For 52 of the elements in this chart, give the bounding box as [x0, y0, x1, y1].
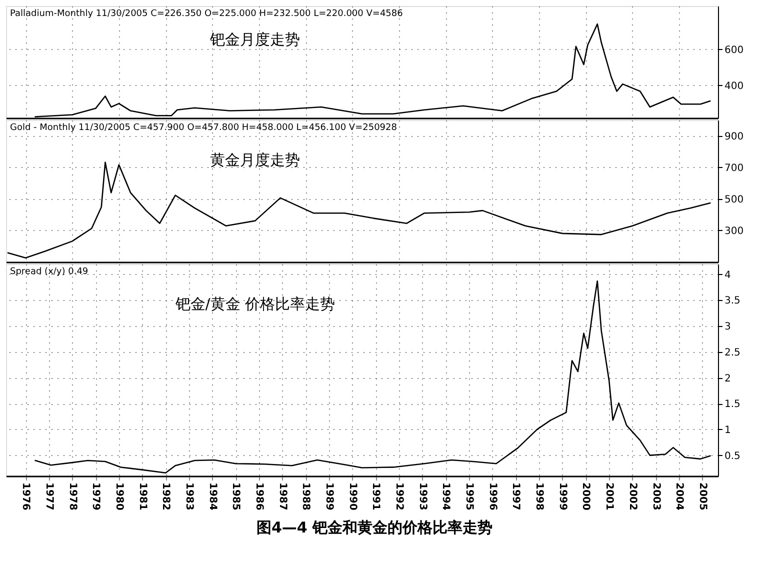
x-tick-label: 1996 — [486, 482, 498, 510]
x-tick-label: 1995 — [464, 482, 475, 510]
x-tick-label: 1989 — [324, 482, 335, 510]
x-tick-label: 1994 — [440, 482, 452, 510]
x-tick-label: 2001 — [604, 482, 615, 510]
y-tick-label: 1.5 — [724, 399, 740, 410]
text: 钯金月度走势 — [209, 30, 300, 49]
x-tick-label: 2005 — [696, 482, 708, 510]
x-tick-label: 1987 — [276, 482, 288, 510]
x-tick-label: 1990 — [346, 482, 358, 510]
x-tick-label: 2003 — [650, 482, 662, 510]
x-tick-label: 1998 — [534, 482, 545, 510]
y-tick-label: 300 — [724, 226, 744, 237]
x-tick-label: 1977 — [43, 482, 54, 510]
x-tick-label: 1992 — [394, 482, 404, 510]
x-tick-label: 2004 — [674, 482, 685, 510]
x-tick-label: 1983 — [183, 482, 194, 510]
x-tick-label: 1986 — [253, 482, 264, 510]
x-tick-label: 1991 — [370, 482, 382, 510]
y-tick-label: 0.5 — [724, 450, 740, 462]
text: 黄金月度走势 — [210, 151, 300, 169]
y-tick-label: 4 — [724, 270, 731, 281]
x-tick-label: 1997 — [510, 482, 522, 510]
annotation: Spread (x/y) 0.49 — [10, 267, 88, 277]
x-tick-label: 1985 — [230, 482, 242, 510]
y-tick-label: 500 — [724, 194, 744, 206]
x-tick-label: 1993 — [416, 482, 428, 510]
y-tick-label: 3.5 — [724, 296, 740, 307]
y-tick-label: 900 — [724, 131, 744, 142]
y-tick-label: 2 — [724, 373, 731, 384]
x-tick-label: 1984 — [206, 482, 218, 510]
y-tick-label: 3 — [724, 322, 731, 333]
x-tick-label: 1981 — [136, 482, 148, 510]
x-tick-label: 1979 — [90, 482, 102, 510]
x-tick-label: 1976 — [20, 482, 32, 510]
x-tick-label: 1982 — [160, 482, 172, 510]
y-tick-label: 600 — [724, 44, 744, 56]
x-tick-label: 1978 — [66, 482, 78, 510]
annotation: Palladium-Monthly 11/30/2005 C=226.350 O=225.000 H=232.500 L=220.000 V=4586 — [10, 9, 404, 19]
y-tick-label: 2.5 — [724, 347, 740, 358]
x-tick-label: 1999 — [556, 482, 568, 510]
x-tick-label: 1988 — [300, 482, 312, 510]
x-tick-label: 1980 — [113, 482, 124, 510]
caption: 图4—4 钯金和黄金的价格比率走势 — [256, 518, 493, 536]
text: 钯金/黄金 价格比率走势 — [174, 295, 336, 313]
y-tick-label: 700 — [724, 162, 744, 174]
y-tick-label: 1 — [724, 424, 731, 436]
line-series — [34, 280, 711, 474]
x-tick-label: 2002 — [626, 482, 638, 510]
annotation: Gold - Monthly 11/30/2005 C=457.900 O=457.800 H=458.000 L=456.100 V=250928 — [10, 123, 398, 133]
x-tick-label: 2000 — [580, 482, 592, 510]
y-tick-label: 400 — [724, 80, 744, 92]
